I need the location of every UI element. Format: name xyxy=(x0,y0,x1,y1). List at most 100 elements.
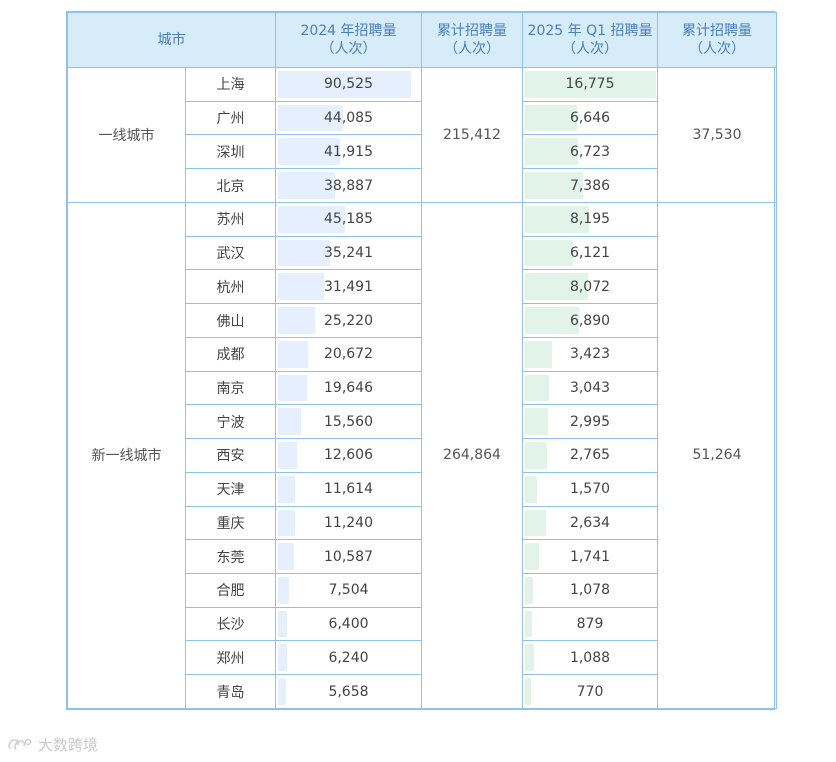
bar-2025q1 xyxy=(525,475,538,503)
cell-2024: 11,614 xyxy=(275,471,422,507)
cell-2025q1: 3,423 xyxy=(522,336,658,372)
cell-2025q1: 2,634 xyxy=(522,505,658,541)
city-name: 南京 xyxy=(185,370,276,406)
bar-2025q1 xyxy=(525,678,532,705)
value-2024: 5,658 xyxy=(328,683,369,700)
cell-2025q1: 1,741 xyxy=(522,539,658,575)
table-row: 新一线城市 苏州 45,185 264,864 8,195 51,264 xyxy=(67,201,777,710)
table-row: 广州 44,085 6,646 xyxy=(68,100,777,136)
city-name: 上海 xyxy=(185,67,276,102)
value-2024: 45,185 xyxy=(324,211,373,228)
table-row: 东莞 10,587 1,741 xyxy=(68,539,777,575)
cell-2024: 20,672 xyxy=(275,336,422,372)
table-row: 长沙 6,400 879 xyxy=(68,606,777,642)
cell-2024: 25,220 xyxy=(275,303,422,338)
value-2025q1: 8,195 xyxy=(569,211,611,228)
bar-2024 xyxy=(278,442,297,469)
city-name: 长沙 xyxy=(185,606,276,642)
value-2024: 38,887 xyxy=(324,177,373,194)
bar-2025q1 xyxy=(525,172,583,199)
value-2024: 90,525 xyxy=(324,76,373,93)
cell-2024: 5,658 xyxy=(275,674,422,709)
recruitment-table-container: 城市 2024 年招聘量 （人次） 累计招聘量 （人次） 2025 年 Q1 招聘量… xyxy=(66,11,777,710)
cell-2024: 35,241 xyxy=(275,235,422,271)
value-2025q1: 3,043 xyxy=(569,379,611,396)
cell-2024: 6,240 xyxy=(275,640,422,676)
cell-2024: 44,085 xyxy=(275,100,422,136)
bar-2025q1 xyxy=(525,442,547,469)
cumulative-2024: 264,864 xyxy=(421,201,523,710)
bar-2024 xyxy=(278,273,325,301)
cumulative-2025q1: 37,530 xyxy=(657,67,777,203)
bar-2024 xyxy=(278,307,316,334)
bar-2025q1 xyxy=(525,307,579,334)
cumulative-2025q1: 51,264 xyxy=(657,201,777,710)
bar-2024 xyxy=(278,374,307,402)
city-name: 成都 xyxy=(185,336,276,372)
value-2025q1: 879 xyxy=(576,616,604,633)
value-2025q1: 6,121 xyxy=(569,245,611,262)
city-name: 天津 xyxy=(185,471,276,507)
value-2025q1: 1,741 xyxy=(569,548,611,565)
bar-2024 xyxy=(278,239,330,267)
value-2025q1: 2,995 xyxy=(569,413,611,430)
value-2024: 35,241 xyxy=(324,245,373,262)
value-2024: 41,915 xyxy=(324,143,373,160)
value-2024: 15,560 xyxy=(324,413,373,430)
value-2024: 20,672 xyxy=(324,346,373,363)
table-row: 合肥 7,504 1,078 xyxy=(68,573,777,608)
city-name: 东莞 xyxy=(185,539,276,575)
cell-2024: 10,587 xyxy=(275,539,422,575)
city-name: 广州 xyxy=(185,100,276,136)
cell-2025q1: 8,195 xyxy=(522,201,658,237)
value-2025q1: 770 xyxy=(576,683,604,700)
bar-2024 xyxy=(278,577,290,604)
value-2024: 12,606 xyxy=(324,447,373,464)
bar-2024 xyxy=(278,138,340,166)
value-2025q1: 6,890 xyxy=(569,312,611,329)
bar-2025q1 xyxy=(525,205,590,233)
cell-2024: 90,525 xyxy=(275,67,422,102)
value-2025q1: 2,765 xyxy=(569,447,611,464)
watermark: 大数跨境 xyxy=(6,734,98,755)
city-name: 深圳 xyxy=(185,134,276,170)
bar-2024 xyxy=(278,340,309,368)
header-2025q1-volume: 2025 年 Q1 招聘量 （人次） xyxy=(522,12,658,68)
table-row: 杭州 31,491 8,072 xyxy=(68,269,777,305)
cell-2025q1: 1,088 xyxy=(522,640,658,676)
city-name: 青岛 xyxy=(185,674,276,709)
city-name: 西安 xyxy=(185,438,276,473)
cell-2025q1: 16,775 xyxy=(522,67,658,102)
bar-2024 xyxy=(278,644,288,672)
bar-2024 xyxy=(278,408,301,436)
city-name: 合肥 xyxy=(185,573,276,608)
bar-2025q1 xyxy=(525,273,589,301)
cell-2025q1: 2,765 xyxy=(522,438,658,473)
cell-2024: 38,887 xyxy=(275,168,422,203)
bar-2024 xyxy=(278,610,288,638)
table-row: 郑州 6,240 1,088 xyxy=(68,640,777,676)
brand-logo-icon xyxy=(8,738,32,750)
value-2025q1: 3,423 xyxy=(569,346,611,363)
value-2024: 25,220 xyxy=(324,312,373,329)
bar-2025q1 xyxy=(525,104,578,132)
value-2024: 10,587 xyxy=(324,548,373,565)
bar-2025q1 xyxy=(525,138,578,166)
cell-2025q1: 770 xyxy=(522,674,658,709)
bar-2024 xyxy=(278,543,294,571)
cell-2024: 15,560 xyxy=(275,404,422,440)
table-row: 宁波 15,560 2,995 xyxy=(68,404,777,440)
value-2025q1: 2,634 xyxy=(569,514,611,531)
cell-2024: 7,504 xyxy=(275,573,422,608)
table-row: 深圳 41,915 6,723 xyxy=(68,134,777,170)
value-2024: 7,504 xyxy=(328,582,369,599)
cell-2024: 45,185 xyxy=(275,201,422,237)
bar-2025q1 xyxy=(525,374,549,402)
bar-2024 xyxy=(278,172,336,199)
value-2024: 6,400 xyxy=(328,616,369,633)
recruitment-table: 城市 2024 年招聘量 （人次） 累计招聘量 （人次） 2025 年 Q1 招聘量… xyxy=(67,12,777,710)
cell-2025q1: 7,386 xyxy=(522,168,658,203)
city-name: 宁波 xyxy=(185,404,276,440)
bar-2025q1 xyxy=(525,239,573,267)
cell-2025q1: 6,890 xyxy=(522,303,658,338)
